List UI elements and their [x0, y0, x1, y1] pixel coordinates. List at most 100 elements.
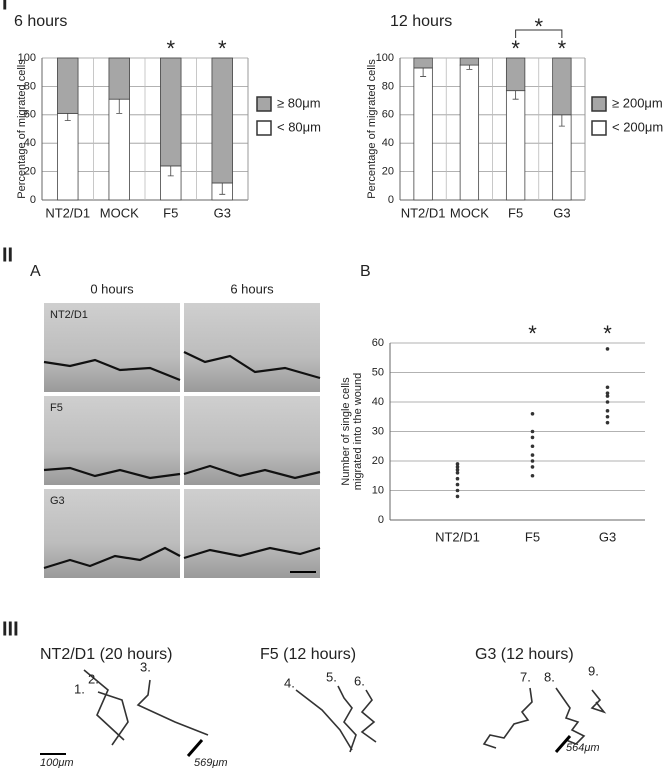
track-path — [97, 691, 129, 746]
y-tick-label: 80 — [24, 80, 36, 92]
legend-swatch — [591, 120, 607, 136]
panel-label: A — [30, 263, 41, 280]
track-label: 9. — [588, 663, 599, 678]
track-path — [83, 669, 125, 741]
bar-segment — [108, 98, 130, 201]
track-path — [482, 687, 533, 749]
track-label: 6. — [354, 673, 365, 688]
data-point — [455, 471, 460, 475]
y-tick-label: 10 — [372, 484, 384, 496]
track-label: 2. — [88, 671, 99, 686]
significance-marker: * — [166, 36, 175, 61]
wound-edge — [183, 351, 321, 380]
wound-edge — [43, 466, 181, 480]
data-point — [455, 465, 460, 469]
track-path — [136, 679, 209, 736]
bar-segment — [459, 57, 480, 66]
bar-segment — [459, 64, 480, 201]
y-tick-label: 40 — [372, 396, 384, 408]
x-tick-label: NT2/D1 — [45, 205, 90, 220]
y-tick-label: 50 — [372, 366, 384, 378]
legend-label: < 200μm — [612, 119, 663, 134]
row-label: F5 — [50, 402, 63, 414]
legend-swatch — [256, 120, 272, 136]
data-point — [530, 444, 535, 449]
distance-label: 564μm — [566, 742, 600, 754]
x-tick-label: NT2/D1 — [435, 529, 480, 544]
x-tick-label: NT2/D1 — [401, 205, 446, 220]
data-point — [530, 429, 535, 434]
bar-segment — [552, 57, 572, 116]
x-tick-label: F5 — [508, 205, 523, 220]
significance-marker: * — [603, 321, 612, 346]
data-point — [605, 385, 610, 390]
row-label: G3 — [50, 495, 65, 507]
y-tick-label: 100 — [376, 52, 394, 64]
column-label: 0 hours — [90, 281, 134, 296]
bar-segment — [552, 114, 572, 201]
y-tick-label: 0 — [30, 194, 36, 206]
micrograph-grid — [43, 303, 321, 578]
y-tick-label: 20 — [382, 166, 394, 178]
wound-edge — [43, 358, 181, 382]
significance-marker: * — [558, 36, 567, 61]
data-point — [455, 482, 460, 487]
bar-segment — [211, 57, 233, 184]
data-point — [455, 468, 460, 472]
y-tick-label: 60 — [382, 109, 394, 121]
bar-segment — [57, 57, 79, 114]
track-path — [555, 687, 586, 745]
y-tick-label: 0 — [388, 194, 394, 206]
track-label: 1. — [74, 681, 85, 696]
y-tick-label: 0 — [378, 514, 384, 526]
track-title: F5 (12 hours) — [260, 646, 356, 663]
micrograph — [184, 396, 320, 485]
track-label: 4. — [284, 675, 295, 690]
y-tick-label: 30 — [372, 425, 384, 437]
chart-title: 6 hours — [14, 13, 67, 30]
legend-label: ≥ 80μm — [277, 95, 321, 110]
x-tick-label: F5 — [525, 529, 540, 544]
significance-marker: * — [511, 36, 520, 61]
bar-segment — [108, 57, 130, 100]
legend-label: ≥ 200μm — [612, 95, 663, 110]
x-tick-label: G3 — [214, 205, 231, 220]
data-point — [605, 414, 610, 419]
bar-segment — [413, 67, 433, 201]
y-axis-label: migrated into the wound — [352, 373, 364, 490]
panel-label: II — [2, 244, 13, 266]
wound-edge — [183, 546, 321, 560]
bar-segment — [413, 57, 433, 69]
data-point — [530, 453, 535, 457]
legend-label: < 80μm — [277, 119, 321, 134]
y-tick-label: 100 — [18, 52, 36, 64]
micrograph — [44, 303, 180, 392]
wound-edge — [183, 464, 321, 480]
y-tick-label: 40 — [24, 137, 36, 149]
data-point — [455, 476, 460, 481]
scale-label: 100μm — [40, 757, 74, 768]
data-point — [530, 435, 535, 440]
micrograph — [44, 489, 180, 578]
data-point — [455, 494, 460, 499]
x-tick-label: MOCK — [450, 205, 489, 220]
data-point — [530, 465, 535, 469]
y-axis-label: Percentage of migrated cells — [16, 59, 28, 199]
track-path — [295, 689, 353, 751]
legend-swatch — [591, 96, 607, 112]
y-tick-label: 20 — [24, 166, 36, 178]
y-tick-label: 40 — [382, 137, 394, 149]
row-label: NT2/D1 — [50, 309, 88, 321]
data-point — [530, 412, 535, 416]
panel-label: B — [360, 263, 371, 280]
bar-segment — [505, 90, 526, 201]
y-tick-label: 60 — [24, 109, 36, 121]
track-path — [590, 689, 607, 714]
x-tick-label: G3 — [599, 529, 616, 544]
bar-segment — [57, 112, 79, 201]
data-point — [455, 462, 460, 466]
wound-edge — [43, 546, 181, 570]
data-point — [605, 394, 610, 398]
distance-label: 569μm — [194, 757, 228, 768]
